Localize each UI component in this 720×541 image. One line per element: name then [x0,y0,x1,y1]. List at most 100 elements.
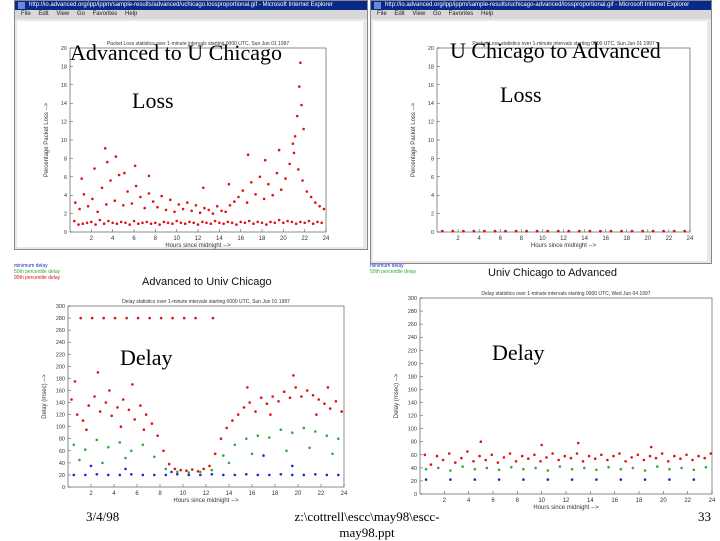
data-point-loss [609,229,613,233]
y-axis-label: Percentage Packet Loss --> [44,102,50,177]
y-tick-label: 40 [411,466,417,472]
menu-edit[interactable]: Edit [394,11,405,17]
x-tick-label: 22 [666,236,673,242]
menu-favorites[interactable]: Favorites [448,11,474,17]
menu-help[interactable]: Help [124,11,138,17]
footer-path: z:\cottrell\escc\may98\escc-may98.ppt [294,509,440,540]
data-point-loss [183,222,187,225]
y-tick-label: 260 [56,328,65,334]
menu-view[interactable]: View [412,11,426,17]
x-tick-label: 12 [203,491,210,497]
data-point-90th-percentile-delay [323,402,326,406]
data-point-50th-percentile-delay [118,441,122,444]
data-point-50th-percentile-delay [631,466,635,470]
data-point-minimum-delay [170,470,173,474]
data-point-50th-percentile-delay [233,443,237,447]
x-tick-label: 20 [280,236,287,242]
data-point-90th-percentile-delay [133,418,136,421]
data-point-90th-percentile-delay [87,404,90,407]
data-point-loss [115,222,119,225]
menu-file[interactable]: File [21,11,31,17]
data-point-minimum-delay [107,473,110,477]
data-point-loss [305,190,309,193]
data-point-minimum-delay [619,478,623,481]
menu-favorites[interactable]: Favorites [92,11,118,17]
data-point-90th-percentile-delay [288,396,292,400]
data-point-50th-percentile-delay [268,436,271,439]
data-point-90th-percentile-delay [182,316,186,320]
data-point-50th-percentile-delay [222,454,225,457]
data-point-90th-percentile-delay [454,461,457,464]
data-point-loss [237,195,240,199]
data-point-90th-percentile-delay [167,462,171,466]
data-point-loss [81,222,85,225]
plot-frame [69,47,327,233]
y-tick-label: 20 [61,46,67,52]
data-point-90th-percentile-delay [93,395,96,398]
data-point-loss [239,220,242,224]
data-point-loss [151,200,155,203]
data-point-90th-percentile-delay [305,389,309,392]
data-point-loss [620,229,623,233]
menu-help[interactable]: Help [480,11,494,17]
data-point-loss [250,181,253,184]
data-point-loss [235,223,238,226]
data-point-minimum-delay [337,473,340,477]
data-point-loss [243,221,247,225]
chart-title-delay-adv-to-uc: Advanced to Univ Chicago [142,276,272,288]
data-point-50th-percentile-delay [199,470,202,474]
data-point-90th-percentile-delay [649,445,653,449]
data-point-50th-percentile-delay [325,434,329,438]
data-point-50th-percentile-delay [227,461,231,465]
data-point-minimum-delay [692,478,696,481]
plot-area-delay-adv-to-uc [14,289,358,519]
data-point-loss [147,174,151,178]
data-point-loss [213,219,217,223]
data-point-minimum-delay [153,473,156,477]
data-point-loss [154,221,157,225]
browser-icon [374,2,381,9]
plot-area [17,21,363,247]
overlay-title-delay-left: Delay [120,345,173,370]
data-point-minimum-delay [210,473,214,476]
data-point-loss [128,223,131,226]
data-point-90th-percentile-delay [171,316,174,320]
data-point-50th-percentile-delay [534,466,537,470]
data-point-loss [269,220,272,224]
x-tick-label: 8 [520,236,524,242]
data-point-50th-percentile-delay [546,469,550,472]
data-point-loss [227,182,231,186]
data-point-loss [525,229,528,233]
data-point-loss [246,153,250,156]
data-point-loss [483,229,486,233]
menu-go[interactable]: Go [76,11,85,17]
data-point-50th-percentile-delay [256,434,260,438]
data-point-90th-percentile-delay [142,428,146,432]
data-point-90th-percentile-delay [636,453,640,457]
menu-go[interactable]: Go [432,11,441,17]
data-point-minimum-delay [176,473,179,476]
data-point-loss [641,229,644,233]
data-point-90th-percentile-delay [533,453,536,457]
data-point-90th-percentile-delay [600,453,603,457]
data-point-loss [134,184,138,188]
data-point-90th-percentile-delay [173,467,177,471]
data-point-loss [245,201,249,204]
menu-file[interactable]: File [377,11,387,17]
menu-edit[interactable]: Edit [38,11,49,17]
legend-left: minimum delay 50th percentile delay 90th… [14,263,60,281]
data-point-loss [271,193,275,197]
data-point-90th-percentile-delay [630,456,633,459]
data-point-90th-percentile-delay [685,453,688,457]
data-point-90th-percentile-delay [502,456,506,459]
y-tick-label: 120 [408,414,417,420]
data-point-loss [292,151,296,155]
x-tick-label: 16 [602,236,609,242]
menu-view[interactable]: View [56,11,70,17]
data-point-loss [588,229,592,233]
data-point-loss [111,221,114,225]
x-tick-label: 18 [636,498,643,504]
data-point-90th-percentile-delay [236,413,240,416]
data-point-50th-percentile-delay [619,467,623,471]
y-tick-label: 14 [61,101,67,107]
